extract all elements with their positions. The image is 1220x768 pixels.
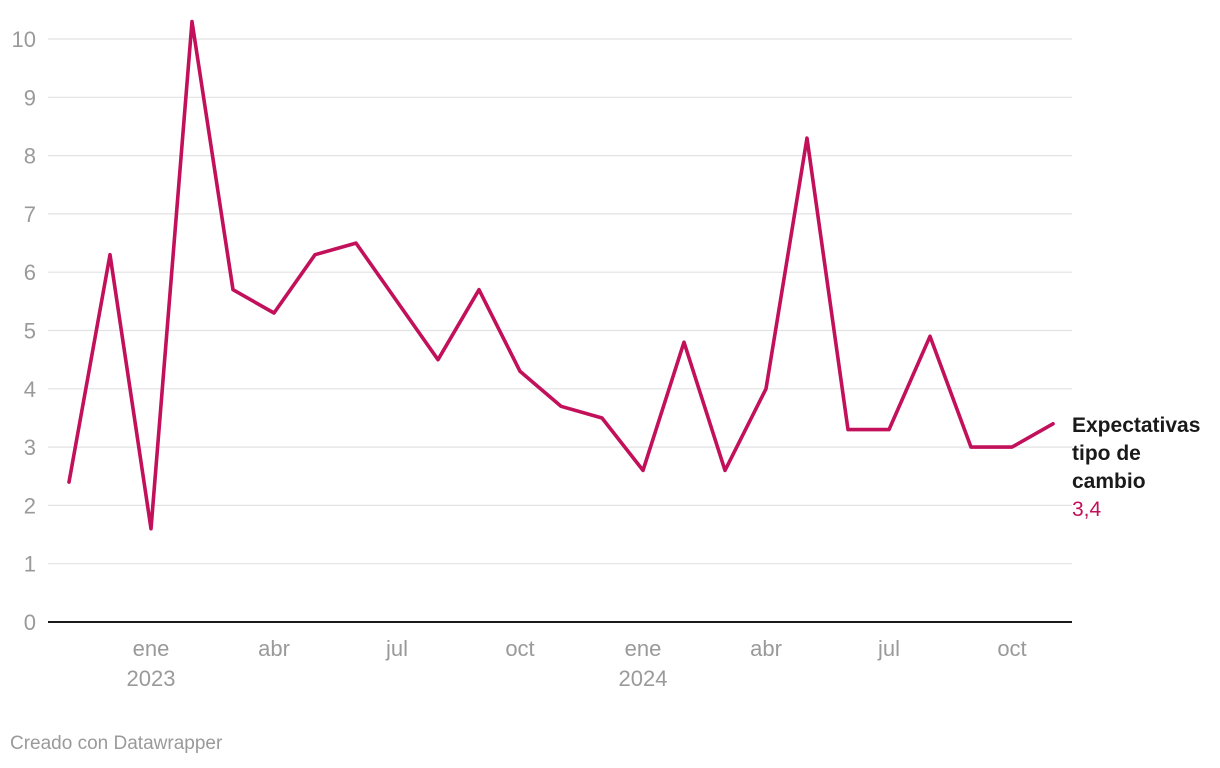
x-tick-label: ene xyxy=(625,636,662,661)
end-labels: Expectativas tipo de cambio 3,4 xyxy=(1072,414,1200,521)
series-lines xyxy=(67,19,1055,531)
x-tick-label: jul xyxy=(385,636,408,661)
y-tick-label: 10 xyxy=(12,27,36,52)
x-tick-label: jul xyxy=(877,636,900,661)
series-name-label: Expectativas tipo de cambio xyxy=(1072,414,1200,493)
gridlines xyxy=(48,38,1072,623)
credit-text: Creado con Datawrapper xyxy=(10,733,223,754)
series-line xyxy=(67,19,1055,531)
y-tick-label: 0 xyxy=(24,610,36,635)
y-tick-label: 8 xyxy=(24,144,36,169)
x-tick-label: oct xyxy=(505,636,534,661)
x-tick-label: oct xyxy=(997,636,1026,661)
x-tick-label: abr xyxy=(750,636,782,661)
y-tick-label: 6 xyxy=(24,260,36,285)
y-tick-label: 1 xyxy=(24,552,36,577)
x-tick-label: abr xyxy=(258,636,290,661)
y-tick-label: 4 xyxy=(24,377,36,402)
series-end-value-label: 3,4 xyxy=(1072,498,1102,521)
y-tick-label: 2 xyxy=(24,493,36,518)
x-axis-ticks: ene 2023 abr jul oct ene 2024 abr jul oct xyxy=(127,636,1027,691)
line-chart: 0 1 2 3 4 5 6 7 8 9 10 ene 2023 abr jul oct ene 2024 abr j… xyxy=(12,19,1200,691)
y-tick-label: 5 xyxy=(24,319,36,344)
x-tick-year-label: 2023 xyxy=(127,666,176,691)
x-tick-year-label: 2024 xyxy=(619,666,668,691)
y-tick-label: 3 xyxy=(24,435,36,460)
y-tick-label: 9 xyxy=(24,85,36,110)
y-axis-ticks: 0 1 2 3 4 5 6 7 8 9 10 xyxy=(12,27,36,635)
x-tick-label: ene xyxy=(133,636,170,661)
y-tick-label: 7 xyxy=(24,202,36,227)
